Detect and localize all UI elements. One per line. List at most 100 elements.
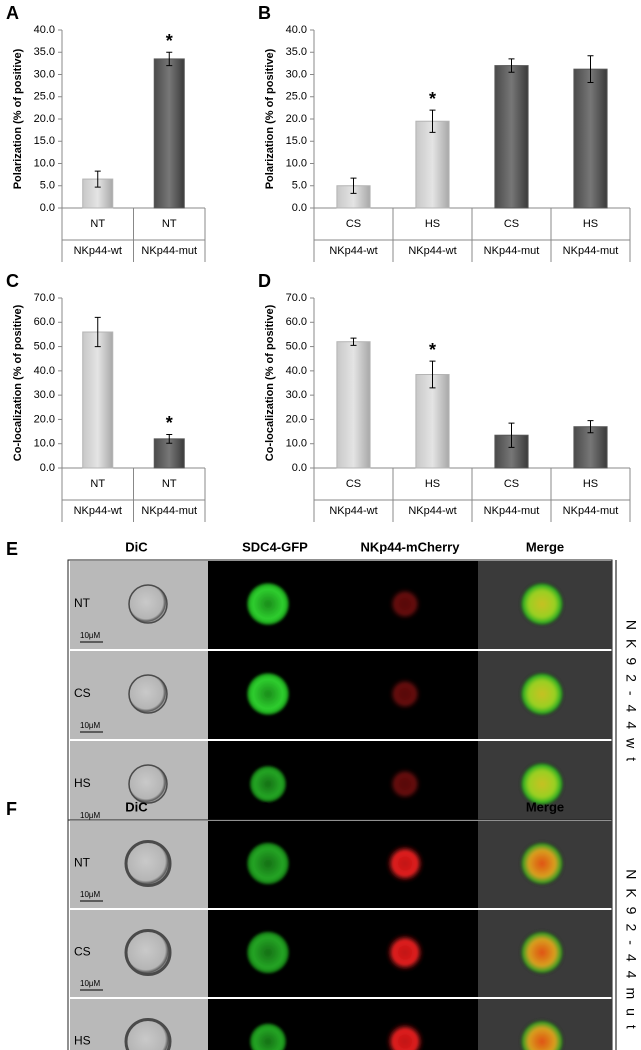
group-label: NKp44-mut: [563, 505, 619, 517]
group-label: NKp44-wt: [329, 505, 377, 517]
y-tick-label: 0.0: [292, 202, 307, 214]
gfp-cell: [246, 841, 290, 886]
group-label: NKp44-wt: [74, 505, 122, 517]
column-header: NKp44-mCherry: [361, 539, 461, 554]
gfp-cell: [246, 582, 290, 626]
error-bar: [508, 422, 515, 448]
error-bar: [94, 170, 101, 188]
group-label: NKp44-mut: [563, 245, 619, 257]
y-tick-label: 60.0: [286, 316, 307, 328]
x-tick-label: NT: [90, 478, 105, 490]
row-label: CS: [74, 686, 91, 700]
x-tick-label: CS: [346, 478, 361, 490]
group-label: NKp44-wt: [74, 245, 122, 257]
x-tick-label: NT: [162, 218, 177, 230]
merge-cell: [520, 582, 564, 626]
bar: [415, 120, 450, 209]
group-label: NKp44-wt: [408, 505, 456, 517]
y-tick-label: 20.0: [286, 113, 307, 125]
error-bar: [429, 109, 436, 133]
mcherry-cell: [388, 677, 422, 711]
row-label: HS: [74, 1034, 91, 1048]
error-bar: [94, 316, 101, 348]
y-tick-label: 70.0: [286, 292, 307, 304]
group-label: NKp44-mut: [484, 505, 540, 517]
y-tick-label: 30.0: [34, 68, 55, 80]
significance-mark: *: [166, 413, 173, 433]
y-tick-label: 10.0: [34, 157, 55, 169]
mcherry-cell: [385, 932, 425, 973]
x-tick-label: NT: [90, 218, 105, 230]
column-header: Merge: [526, 539, 564, 554]
panel-label: A: [6, 3, 19, 23]
group-label: NKp44-mut: [141, 505, 197, 517]
row-label: NT: [74, 856, 91, 870]
y-tick-label: 30.0: [286, 68, 307, 80]
row-label: CS: [74, 945, 91, 959]
y-tick-label: 20.0: [286, 413, 307, 425]
y-tick-label: 35.0: [286, 46, 307, 58]
x-tick-label: CS: [346, 218, 361, 230]
row-label: NT: [74, 596, 91, 610]
merge-cell: [520, 930, 564, 975]
error-bar: [350, 177, 357, 194]
bar: [336, 341, 371, 469]
gfp-cell: [246, 930, 290, 975]
y-tick-label: 25.0: [286, 91, 307, 103]
y-tick-label: 25.0: [34, 91, 55, 103]
column-header: DiC: [125, 539, 148, 554]
x-tick-label: NT: [162, 478, 177, 490]
panel-label: F: [6, 799, 17, 819]
gfp-cell: [249, 765, 287, 803]
y-tick-label: 30.0: [34, 389, 55, 401]
dic-cell: [128, 584, 168, 624]
scale-bar-label: 10μM: [80, 890, 101, 899]
dic-cell: [128, 674, 168, 714]
x-tick-label: HS: [425, 218, 440, 230]
error-bar: [166, 51, 173, 67]
y-tick-label: 0.0: [40, 202, 55, 214]
gfp-cell: [249, 1022, 287, 1050]
y-tick-label: 40.0: [34, 365, 55, 377]
cell-line-label: NK92-44mut: [623, 869, 639, 1038]
panel-label: E: [6, 539, 18, 559]
gfp-cell: [246, 672, 290, 716]
y-tick-label: 5.0: [292, 180, 307, 192]
y-axis-title: Polarization (% of positive): [12, 48, 24, 189]
panel-label: C: [6, 271, 19, 291]
scale-bar-label: 10μM: [80, 979, 101, 988]
y-tick-label: 10.0: [286, 157, 307, 169]
scale-bar-label: 10μM: [80, 721, 101, 730]
y-axis-title: Co-localization (% of positive): [12, 304, 24, 461]
bar: [573, 426, 608, 469]
y-tick-label: 40.0: [34, 24, 55, 36]
column-header: SDC4-GFP: [242, 799, 308, 814]
x-tick-label: HS: [425, 478, 440, 490]
image-row: CS 10μM: [70, 910, 612, 997]
scale-bar-label: 10μM: [80, 811, 101, 820]
y-tick-label: 30.0: [286, 389, 307, 401]
group-label: NKp44-wt: [408, 245, 456, 257]
group-label: NKp44-mut: [141, 245, 197, 257]
y-tick-label: 10.0: [34, 438, 55, 450]
error-bar: [508, 58, 515, 73]
y-tick-label: 70.0: [34, 292, 55, 304]
error-bar: [587, 420, 594, 434]
panel-label: B: [258, 3, 271, 23]
image-row: NT 10μM: [70, 561, 612, 649]
y-tick-label: 50.0: [34, 340, 55, 352]
bar: [494, 65, 529, 209]
bar: [415, 374, 450, 469]
group-label: NKp44-mut: [484, 245, 540, 257]
y-tick-label: 40.0: [286, 365, 307, 377]
merge-cell: [520, 762, 564, 806]
y-tick-label: 35.0: [34, 46, 55, 58]
y-tick-label: 20.0: [34, 413, 55, 425]
y-tick-label: 60.0: [34, 316, 55, 328]
y-tick-label: 15.0: [34, 135, 55, 147]
bar: [153, 58, 185, 209]
x-tick-label: CS: [504, 218, 519, 230]
